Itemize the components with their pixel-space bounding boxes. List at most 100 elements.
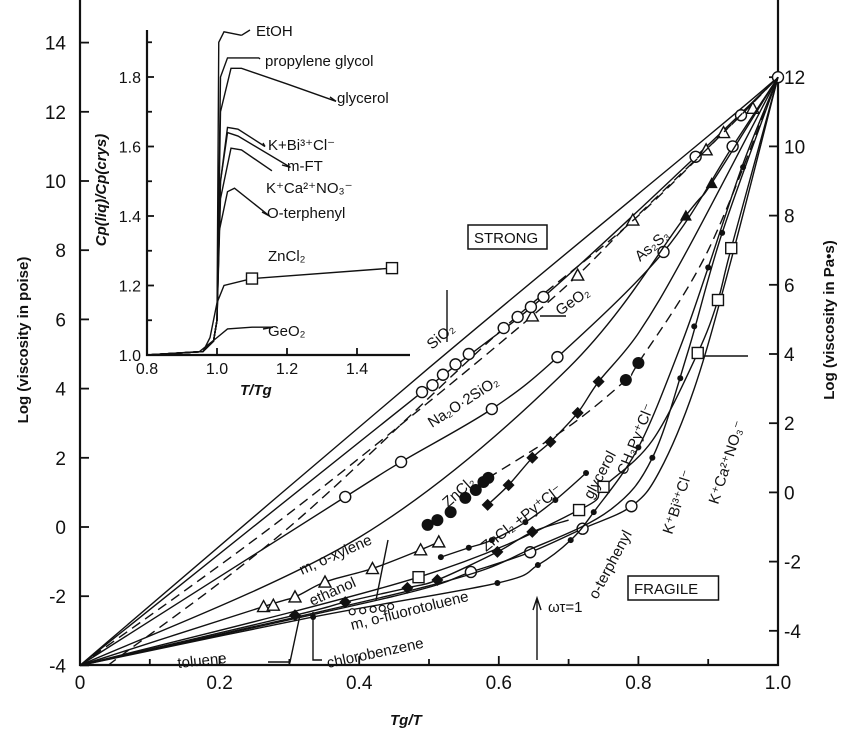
inset-series-label: EtOH bbox=[256, 23, 293, 40]
inset-x-tick-label: 1.2 bbox=[276, 361, 298, 378]
series-glycerol bbox=[481, 76, 779, 511]
inset-y-axis-label: Cp(liq)/Cp(crys) bbox=[93, 134, 110, 247]
small-filled-circle-marker bbox=[635, 444, 642, 451]
open-square-marker bbox=[597, 480, 610, 494]
open-circle-marker bbox=[537, 290, 550, 304]
inset-chart: 0.8 1.0 1.2 1.41.01.21.41.61.8EtOHpropylene… bbox=[119, 23, 410, 378]
inset-series-label: m-FT bbox=[287, 158, 323, 175]
filled-circle-marker bbox=[421, 518, 434, 531]
y-axis-label-right: Log (viscosity in Pa•s) bbox=[821, 240, 838, 399]
filled-circle-marker bbox=[431, 514, 444, 527]
filled-diamond-marker bbox=[481, 498, 494, 511]
filled-circle-marker bbox=[444, 506, 457, 519]
small-open-circle-marker bbox=[359, 607, 367, 615]
x-tick-label: 1.0 bbox=[765, 673, 791, 694]
inset-series-line bbox=[146, 326, 273, 356]
open-square-marker bbox=[711, 293, 725, 307]
open-circle-marker bbox=[339, 490, 352, 504]
y-right-tick-label: 4 bbox=[784, 345, 795, 366]
small-filled-circle-marker bbox=[437, 554, 444, 561]
inset-leader-line bbox=[262, 326, 274, 330]
filled-diamond-marker bbox=[431, 573, 444, 586]
inset-leader-line bbox=[329, 96, 337, 102]
small-open-circle-marker bbox=[348, 608, 356, 616]
omega-tau-arrow bbox=[532, 595, 542, 660]
small-filled-circle-marker bbox=[590, 509, 597, 516]
inset-leader-line bbox=[281, 164, 291, 169]
open-square-marker bbox=[412, 570, 425, 584]
small-filled-circle-marker bbox=[649, 454, 656, 461]
y-tick-label: 12 bbox=[45, 103, 66, 124]
open-square-marker bbox=[385, 261, 399, 275]
annotation-fragile-box bbox=[627, 575, 720, 601]
filled-diamond-marker bbox=[288, 609, 301, 622]
filled-triangle-marker bbox=[679, 209, 692, 221]
open-circle-marker bbox=[415, 385, 429, 399]
open-triangle-marker bbox=[570, 267, 585, 281]
open-triangle-marker bbox=[625, 212, 640, 226]
annotation-fragile: FRAGILE bbox=[634, 581, 698, 598]
inset-series-line bbox=[146, 187, 270, 356]
inset-x-tick-label: 1.4 bbox=[346, 361, 368, 378]
inset-series-zncl-: ZnCl₂ bbox=[146, 248, 399, 356]
inset-leader-line bbox=[261, 211, 270, 217]
y-tick-label: 14 bbox=[45, 34, 67, 55]
main-series bbox=[79, 70, 785, 667]
inset-series-label: GeO₂ bbox=[268, 323, 306, 340]
open-circle-marker bbox=[485, 402, 499, 416]
y-right-tick-label: 0 bbox=[784, 483, 795, 504]
inset-leader-line bbox=[241, 29, 251, 36]
open-triangle-marker bbox=[266, 597, 281, 611]
inset-y-tick-label: 1.0 bbox=[119, 348, 141, 365]
open-triangle-marker bbox=[431, 534, 446, 548]
series-line bbox=[79, 77, 779, 667]
inset-series-label: propylene glycol bbox=[265, 53, 373, 70]
series-na-o-2sio- bbox=[79, 76, 779, 666]
open-circle-marker bbox=[524, 546, 537, 559]
inset-series-label: ZnCl₂ bbox=[268, 248, 306, 265]
inset-series-o-terphenyl: O-terphenyl bbox=[146, 187, 345, 356]
series-line bbox=[487, 76, 779, 506]
open-circle-marker bbox=[426, 378, 439, 392]
y-tick-label: 8 bbox=[55, 241, 66, 262]
open-square-marker bbox=[725, 241, 738, 255]
open-circle-marker bbox=[625, 500, 638, 513]
y-tick-label: 6 bbox=[55, 310, 66, 331]
inset-y-tick-label: 1.2 bbox=[119, 279, 141, 296]
inset-y-tick-label: 1.4 bbox=[119, 209, 141, 226]
filled-diamond-marker bbox=[526, 525, 539, 538]
inset-series-label: glycerol bbox=[337, 90, 389, 107]
open-circle-marker bbox=[497, 321, 510, 335]
series-unlabeled-3 bbox=[107, 76, 779, 666]
open-square-marker bbox=[245, 272, 259, 285]
inset-leader-line bbox=[258, 57, 261, 60]
x-axis-label: Tg/T bbox=[390, 712, 423, 729]
y-right-tick-label: 12 bbox=[784, 68, 805, 89]
series-line bbox=[487, 76, 779, 479]
y-tick-label: 2 bbox=[55, 449, 66, 470]
small-open-circle-marker bbox=[378, 604, 386, 612]
open-triangle-marker bbox=[413, 542, 428, 556]
small-filled-circle-marker bbox=[552, 497, 559, 504]
filled-diamond-marker bbox=[526, 451, 539, 464]
annotation-strong: STRONG bbox=[474, 230, 538, 247]
open-circle-marker bbox=[394, 455, 408, 469]
y-tick-label: 4 bbox=[55, 380, 66, 401]
filled-circle-marker bbox=[632, 356, 645, 369]
x-tick-label: 0 bbox=[75, 673, 86, 694]
inset-series-label: K⁺Ca²⁺NO₃⁻ bbox=[266, 180, 353, 197]
inset-series-label: K+Bi³⁺Cl⁻ bbox=[268, 137, 335, 154]
series-zncl-py-cl- bbox=[437, 470, 590, 561]
annotation-zncl-py-cl-: ZnCl₂ +Py⁺Cl⁻ bbox=[478, 481, 566, 555]
small-filled-circle-marker bbox=[677, 375, 684, 382]
small-filled-circle-marker bbox=[691, 323, 698, 330]
series-k-bi-cl- bbox=[79, 76, 779, 667]
open-circle-marker bbox=[436, 368, 450, 381]
inset-leader-line bbox=[262, 142, 266, 147]
y-right-tick-label: 2 bbox=[784, 414, 795, 435]
annotation-k-bi-cl-: K⁺Bi³⁺Cl⁻ bbox=[660, 468, 697, 536]
open-circle-marker bbox=[511, 310, 524, 324]
series-line bbox=[79, 76, 779, 667]
y-tick-label: 10 bbox=[45, 172, 66, 193]
